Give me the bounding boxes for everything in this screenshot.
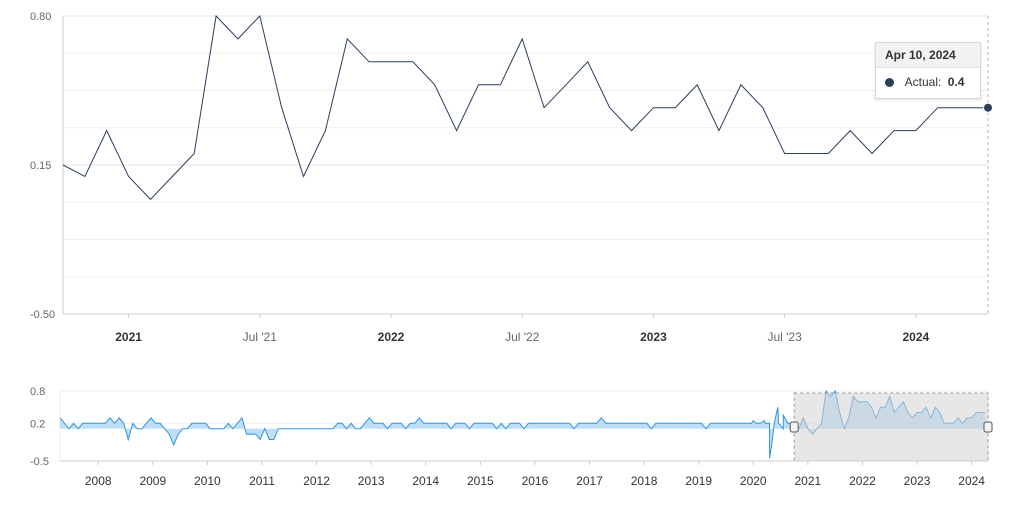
navigator-x-tick-label: 2010: [194, 474, 221, 488]
x-tick-label: Jul '21: [243, 330, 278, 344]
navigator-x-tick-label: 2021: [795, 474, 822, 488]
main-plot-area: [62, 14, 993, 201]
y-tick-label: 0.15: [30, 160, 51, 172]
navigator-x-tick-label: 2024: [958, 474, 985, 488]
navigator-x-tick-label: 2008: [85, 474, 112, 488]
tooltip-series-label: Actual:: [904, 75, 942, 89]
navigator-x-tick-label: 2020: [740, 474, 767, 488]
navigator-x-tick-label: 2023: [904, 474, 931, 488]
tooltip-row: Actual: 0.4: [876, 68, 980, 96]
navigator-x-tick-label: 2018: [631, 474, 658, 488]
x-tick-label: 2022: [378, 330, 405, 344]
tooltip: Apr 10, 2024 Actual: 0.4: [875, 42, 981, 99]
navigator-handle-left[interactable]: [789, 421, 799, 433]
navigator-x-tick-label: 2011: [249, 474, 275, 488]
navigator-x-tick-label: 2012: [303, 474, 330, 488]
navigator-y-tick-label: 0.8: [30, 386, 45, 398]
x-tick-label: Jul '22: [505, 330, 540, 344]
navigator-x-tick-label: 2014: [412, 474, 439, 488]
navigator[interactable]: [59, 389, 993, 462]
navigator-y-tick-label: -0.5: [30, 456, 49, 468]
navigator-y-axis: 0.8 0.2 -0.5: [30, 386, 49, 468]
navigator-x-tick-label: 2015: [467, 474, 494, 488]
navigator-x-tick-label: 2013: [358, 474, 385, 488]
navigator-x-tick-label: 2009: [139, 474, 166, 488]
main-x-axis: 2021 Jul '21 2022 Jul '22 2023 Jul '23 2024: [115, 314, 930, 344]
navigator-x-axis: 2008 2009 2010 2011 2012 2013 2014 2015 2016 2017…: [60, 460, 988, 488]
navigator-x-tick-label: 2016: [522, 474, 549, 488]
tooltip-value: 0.4: [947, 75, 965, 89]
data-point-marker: [983, 102, 993, 113]
navigator-y-tick-label: 0.2: [30, 418, 45, 430]
x-tick-label: 2021: [115, 330, 142, 344]
navigator-x-tick-label: 2017: [576, 474, 603, 488]
navigator-handle-right[interactable]: [983, 421, 993, 433]
main-grid: [62, 15, 989, 315]
series-line: [62, 14, 988, 201]
tooltip-date: Apr 10, 2024: [876, 43, 980, 68]
x-tick-label: Jul '23: [767, 330, 802, 344]
y-tick-label: 0.80: [30, 11, 51, 23]
navigator-x-tick-label: 2022: [849, 474, 876, 488]
navigator-x-tick-label: 2019: [685, 474, 712, 488]
x-tick-label: 2024: [902, 330, 929, 344]
main-y-axis: 0.80 0.15 -0.50: [30, 11, 55, 321]
x-tick-label: 2023: [640, 330, 667, 344]
series-dot-icon: [885, 78, 894, 87]
y-tick-label: -0.50: [30, 309, 55, 321]
navigator-selection: [793, 392, 989, 462]
